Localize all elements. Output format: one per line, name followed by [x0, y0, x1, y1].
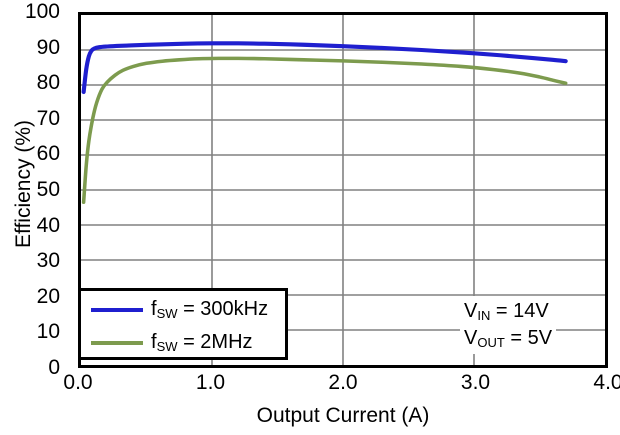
legend-label-0: fSW = 300kHz — [151, 298, 269, 321]
y-tick-label: 40 — [36, 213, 60, 237]
x-tick-label: 3.0 — [460, 371, 491, 394]
series-curves — [81, 41, 568, 205]
x-axis-tick-labels: 0.0 1.0 2.0 3.0 4.0 — [0, 372, 620, 402]
y-tick-label: 80 — [36, 71, 60, 95]
y-tick-label: 20 — [36, 284, 60, 308]
y-tick-label: 30 — [36, 249, 60, 273]
y-tick-label: 60 — [36, 142, 60, 166]
legend: fSW = 300kHz fSW = 2MHz — [78, 288, 288, 360]
x-tick-label: 4.0 — [593, 371, 620, 394]
y-tick-label: 0 — [48, 356, 60, 379]
y-tick-label: 50 — [36, 178, 60, 201]
legend-swatch-1 — [91, 340, 143, 345]
legend-label-1: fSW = 2MHz — [151, 331, 253, 354]
y-tick-label: 10 — [36, 320, 60, 344]
legend-item-0: fSW = 300kHz — [81, 293, 285, 326]
y-axis-title: Efficiency (%) — [12, 120, 35, 248]
x-tick-label: 1.0 — [195, 371, 226, 394]
x-axis-title: Output Current (A) — [256, 404, 430, 427]
series-line — [81, 41, 568, 95]
y-axis-tick-labels: 0 10 20 30 40 50 60 70 80 90 100 — [0, 0, 78, 435]
condition-line: VOUT = 5V — [464, 327, 553, 350]
condition-line: VIN = 14V — [464, 300, 549, 323]
series-line — [81, 56, 568, 205]
y-tick-label: 90 — [36, 35, 60, 59]
y-tick-label: 70 — [36, 106, 60, 130]
legend-item-1: fSW = 2MHz — [81, 326, 285, 359]
x-tick-label: 2.0 — [328, 371, 358, 394]
conditions-annotation: VIN = 14V VOUT = 5V — [460, 296, 557, 354]
y-tick-label: 100 — [24, 0, 60, 23]
legend-swatch-0 — [91, 307, 143, 312]
x-tick-label: 0.0 — [63, 371, 93, 394]
